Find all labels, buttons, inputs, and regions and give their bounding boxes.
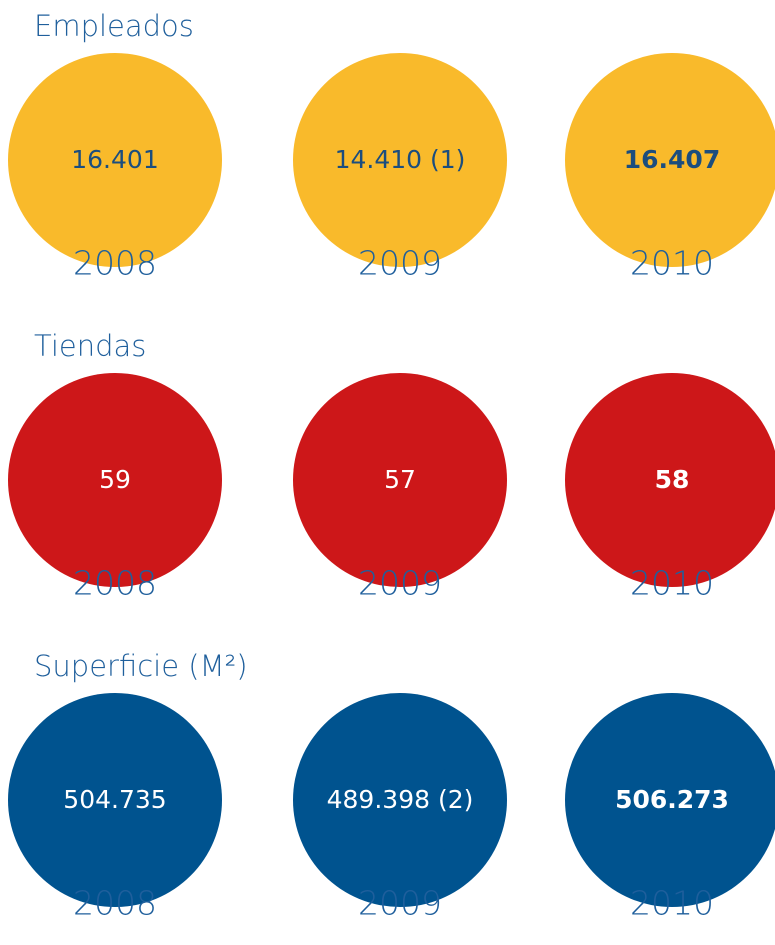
section: Tiendas 59 2008 57 2009 58 2010 xyxy=(8,329,775,603)
stat-value: 16.401 xyxy=(71,145,158,174)
stat-circle xyxy=(293,53,507,267)
year-label: 2010 xyxy=(630,884,714,923)
stat-circle xyxy=(293,693,507,907)
section-title: Empleados xyxy=(34,9,194,43)
stat-value: 489.398 (2) xyxy=(327,785,474,814)
stat-value: 59 xyxy=(99,465,131,494)
year-label: 2009 xyxy=(358,244,442,283)
stat-value: 57 xyxy=(384,465,416,494)
section-title: Tiendas xyxy=(34,329,146,363)
section: Superficie (M²) 504.735 2008 489.398 (2) 200… xyxy=(8,649,775,923)
year-label: 2010 xyxy=(630,564,714,603)
stat-circle xyxy=(565,373,775,587)
year-label: 2009 xyxy=(358,564,442,603)
stat-circle xyxy=(565,53,775,267)
year-label: 2010 xyxy=(630,244,714,283)
section-title: Superficie (M²) xyxy=(34,649,248,683)
stat-circle xyxy=(293,373,507,587)
year-label: 2008 xyxy=(73,564,157,603)
section: Empleados 16.401 2008 14.410 (1) 2009 16.407 2… xyxy=(8,9,775,283)
stat-circle xyxy=(565,693,775,907)
stat-value: 14.410 (1) xyxy=(335,145,466,174)
stat-value: 504.735 xyxy=(63,785,166,814)
stat-value: 58 xyxy=(655,465,690,494)
stat-value: 506.273 xyxy=(615,785,729,814)
year-label: 2008 xyxy=(73,884,157,923)
year-label: 2008 xyxy=(73,244,157,283)
year-label: 2009 xyxy=(358,884,442,923)
stat-circle xyxy=(8,693,222,907)
stat-circle xyxy=(8,373,222,587)
stat-value: 16.407 xyxy=(624,145,720,174)
stat-circle xyxy=(8,53,222,267)
